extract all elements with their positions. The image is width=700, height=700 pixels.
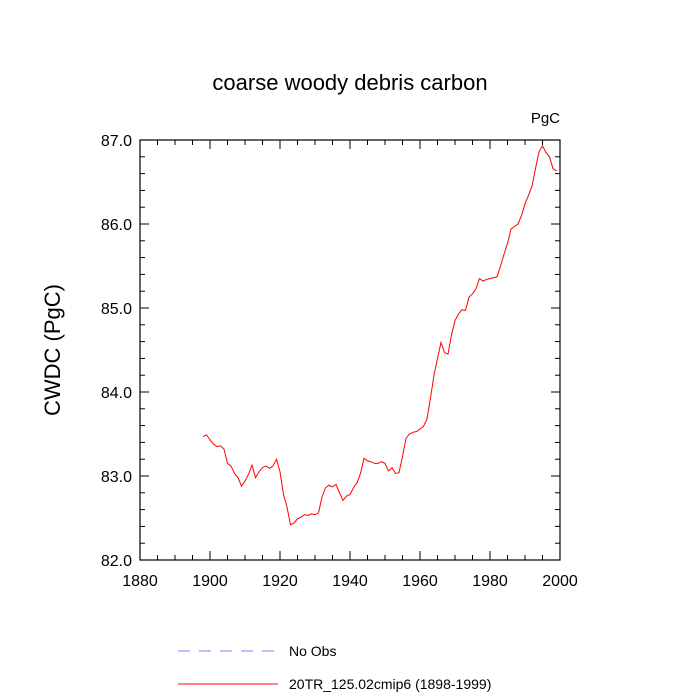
x-tick-label: 1880 [122, 573, 158, 590]
x-tick-label: 1980 [472, 573, 508, 590]
y-tick-label: 84.0 [101, 385, 132, 402]
units-label: PgC [531, 110, 560, 127]
legend-label-1: 20TR_125.02cmip6 (1898-1999) [289, 676, 491, 692]
plot-area: 1880 1900 1920 1940 1960 1980 2000 82.0 83.0 84.0… [101, 133, 578, 590]
series-line-1 [202, 144, 557, 526]
y-axis-label: CWDC (PgC) [40, 284, 65, 416]
legend-label-0: No Obs [289, 643, 336, 659]
y-tick-label: 86.0 [101, 217, 132, 234]
plot-frame [139, 139, 561, 561]
x-tick-label: 1920 [262, 573, 298, 590]
y-tick-label: 83.0 [101, 469, 132, 486]
x-tick-label: 1940 [332, 573, 368, 590]
x-tick-label: 1960 [402, 573, 438, 590]
y-tick-label: 85.0 [101, 301, 132, 318]
x-tick-label: 2000 [542, 573, 578, 590]
chart-title: coarse woody debris carbon [212, 70, 487, 95]
y-tick-label: 82.0 [101, 553, 132, 570]
x-tick-label: 1900 [192, 573, 228, 590]
legend: No Obs 20TR_125.02cmip6 (1898-1999) [178, 643, 491, 692]
y-tick-label: 87.0 [101, 133, 132, 150]
